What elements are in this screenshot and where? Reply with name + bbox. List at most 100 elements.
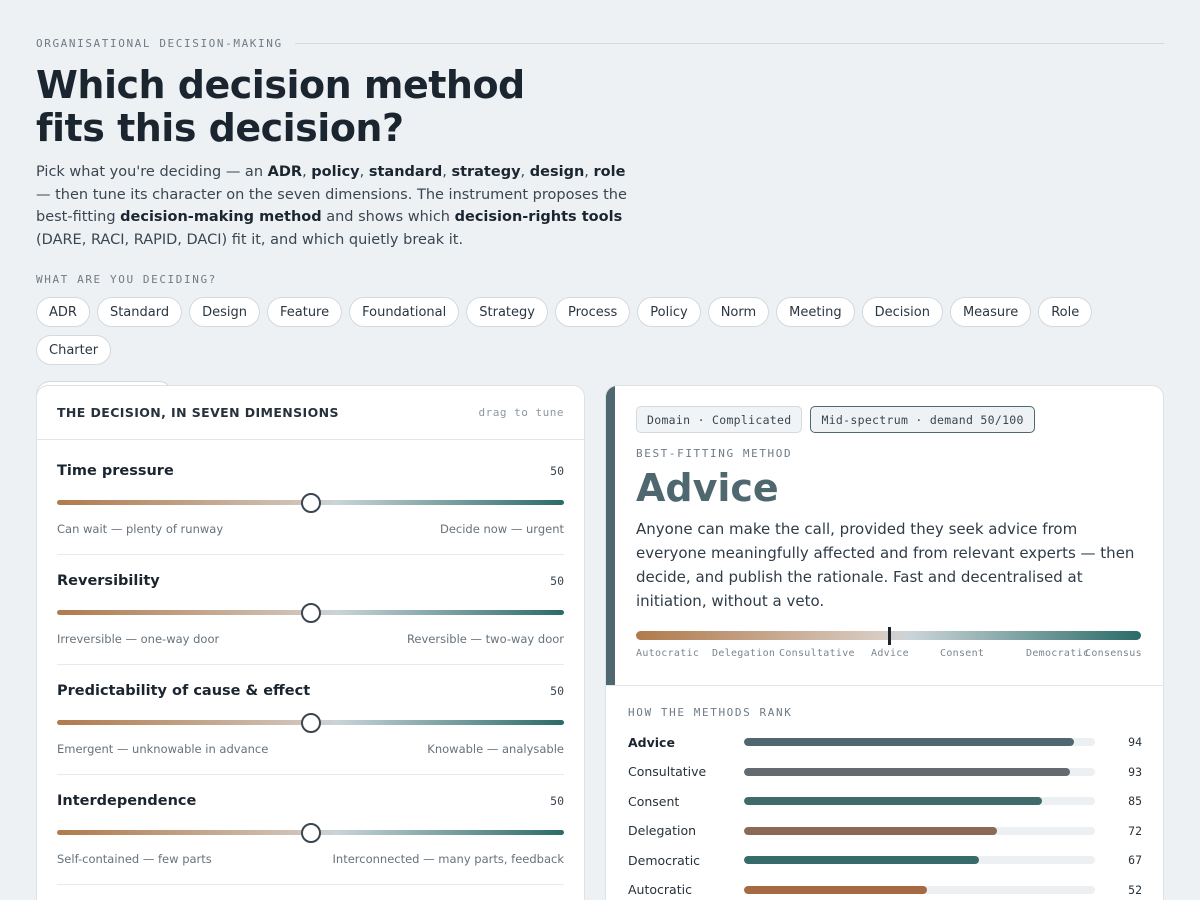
dimension-range-labels: Emergent — unknowable in advance Knowable… [57,742,564,756]
ranking-bar-fill [744,885,927,894]
decision-type-chip[interactable]: Measure [949,297,1032,327]
decision-type-chip[interactable]: ADR [36,297,90,327]
ranking-score: 93 [1128,764,1142,779]
ranking-row: Consultative 93 [628,762,1142,782]
spectrum-label: Consultative [779,648,855,659]
spectrum-labels: Autocratic Delegation Consultative Advice Co… [636,648,1146,662]
dimension-row: Reversibility 50 Irreversible — one-way do… [57,551,564,661]
method-spectrum [636,627,1141,645]
dimension-value: 50 [550,574,564,588]
decision-type-chip[interactable]: Design [189,297,260,327]
dimension-low-label: Can wait — plenty of runway [57,522,224,536]
intro-keyword: strategy [451,164,521,180]
ranking-bar [744,885,1095,894]
decision-type-chip[interactable]: Standard [96,297,183,327]
intro-keyword: decision-making method [120,209,322,225]
decision-type-picker: ADR Standard Design Feature Foundational Stra… [36,297,1166,409]
ranking-bar [744,738,1095,746]
decision-type-chip[interactable]: Strategy [466,297,548,327]
dimension-row: Predictability of cause & effect 50 Emerge… [57,661,564,771]
intro-text: and shows which [321,209,455,225]
method-accent-bar [606,386,615,686]
ranking-row: Consent 85 [628,791,1142,811]
decision-type-chip[interactable]: Decision [861,297,943,327]
decision-type-chip[interactable]: Process [554,297,631,327]
intro-paragraph: Pick what you're deciding — an ADR, poli… [36,161,636,251]
ranking-score: 72 [1128,823,1142,838]
eyebrow-rule [294,43,1164,44]
eyebrow-label: ORGANISATIONAL DECISION-MAKING [36,37,283,50]
intro-text: (DARE, RACI, RAPID, DACI) fit it, and wh… [36,231,464,248]
dimension-slider[interactable] [57,492,564,513]
dimension-high-label: Decide now — urgent [439,522,564,536]
decision-type-chip[interactable]: Policy [637,297,701,327]
ranking-bar [744,767,1095,776]
dimension-low-label: Emergent — unknowable in advance [57,742,269,756]
ranking-bar-fill [744,797,1043,805]
spectrum-label: Delegation [712,648,776,659]
dimension-name: Interdependence [57,793,197,809]
intro-text: , [520,164,530,180]
slider-handle[interactable] [300,602,321,623]
intro-text: , [359,164,369,180]
spectrum-label: Advice [871,648,909,659]
intro-keyword: role [593,164,626,180]
intro-text: , [302,164,312,180]
dimensions-header: THE DECISION, IN SEVEN DIMENSIONS drag t… [37,386,584,440]
ranking-bar-fill [744,738,1074,746]
ranking-score: 94 [1128,735,1142,749]
dimension-low-label: Self-contained — few parts [57,852,212,866]
dimension-row: Time pressure 50 Can wait — plenty of runw… [57,441,564,551]
dimensions-title: THE DECISION, IN SEVEN DIMENSIONS [57,405,339,420]
best-fitting-label: BEST-FITTING METHOD [636,447,793,460]
decision-type-chip[interactable]: Feature [266,297,343,327]
decision-type-chip[interactable]: Foundational [349,297,460,327]
ranking-method-name: Delegation [628,823,697,838]
intro-keyword: decision-rights tools [454,209,623,225]
ranking-method-name: Consultative [628,764,707,779]
dimension-name: Predictability of cause & effect [57,683,311,699]
dimension-slider[interactable] [57,822,564,843]
decision-type-chip[interactable]: Charter [36,335,112,365]
ranking-title: HOW THE METHODS RANK [628,706,793,719]
spectrum-label: Democratic [1026,648,1090,659]
ranking-score: 85 [1128,794,1142,808]
ranking-score: 52 [1128,882,1142,897]
dimension-header: Predictability of cause & effect 50 [57,683,564,699]
dimension-value: 50 [550,684,564,698]
ranking-bar [744,797,1095,805]
spectrum-label: Autocratic [636,648,700,659]
dimension-range-labels: Self-contained — few parts Interconnected… [57,852,564,866]
ranking-method-name: Consent [628,793,680,809]
ranking-bar [744,856,1095,864]
intro-text: , [442,164,452,180]
domain-tag: Domain · Complicated [636,406,803,433]
demand-tag: Mid-spectrum · demand 50/100 [810,406,1035,433]
slider-handle[interactable] [300,492,321,513]
decision-type-chip[interactable]: Meeting [776,297,855,327]
slider-handle[interactable] [300,712,321,733]
decision-type-chip[interactable]: Role [1038,297,1093,327]
dimension-value: 50 [550,464,564,478]
dimension-divider [57,774,564,775]
intro-text: Pick what you're deciding — an [36,164,268,180]
dimension-name: Reversibility [57,573,160,589]
slider-handle[interactable] [300,822,321,843]
dimension-slider[interactable] [57,602,564,623]
intro-keyword: design [529,164,585,180]
decision-type-chip[interactable]: Norm [707,297,770,327]
page-title: Which decision method fits this decision… [36,63,525,150]
intro-text: , [584,164,594,180]
dimension-header: Time pressure 50 [57,463,564,479]
dimension-high-label: Reversible — two-way door [406,632,564,646]
picker-label: WHAT ARE YOU DECIDING? [36,273,217,286]
dimension-header: Interdependence 50 [57,793,564,809]
method-name: Advice [636,466,779,510]
spectrum-label: Consensus [1085,648,1142,659]
dimension-range-labels: Can wait — plenty of runway Decide now — … [57,522,564,536]
result-panel: Domain · Complicated Mid-spectrum · dema… [605,385,1164,900]
dimension-name: Time pressure [57,463,174,479]
ranking-row: Democratic 67 [628,850,1142,870]
dimension-slider[interactable] [57,712,564,733]
method-description: Anyone can make the call, provided they … [636,520,1135,610]
